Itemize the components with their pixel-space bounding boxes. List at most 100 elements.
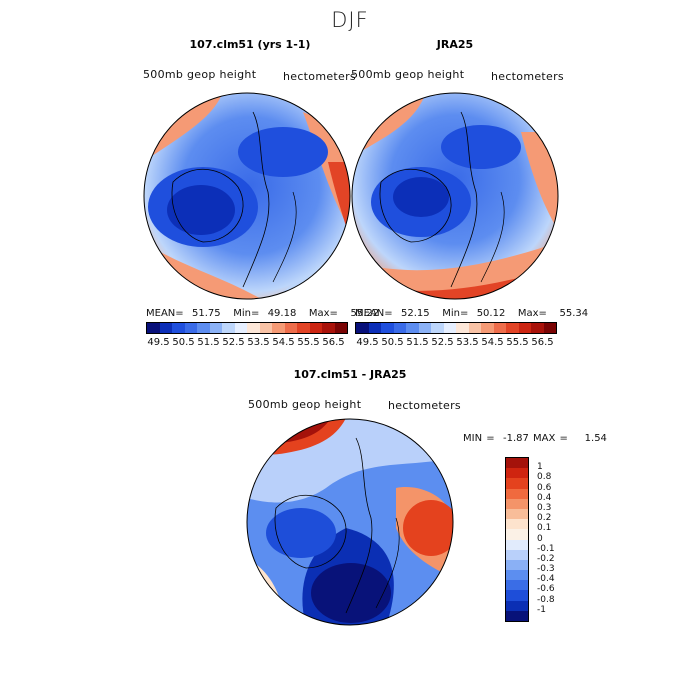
panel-3-variable: 500mb geop height (248, 398, 362, 411)
colorbar-swatch (456, 323, 469, 333)
colorbar-swatch (506, 508, 528, 520)
colorbar-tick-label: 55.5 (297, 337, 320, 348)
colorbar-swatch (531, 323, 544, 333)
colorbar-swatch (506, 539, 528, 550)
colorbar-tick-label: -0.3 (537, 564, 555, 575)
panel-2-colorbar-ticks: 49.5 50.5 51.5 52.5 53.5 54.5 55.5 56.5 (355, 337, 555, 349)
colorbar-swatch (147, 323, 160, 333)
colorbar-tick-label: 0 (537, 533, 543, 544)
colorbar-swatch (506, 468, 528, 479)
colorbar-tick-label: 54.5 (272, 337, 295, 348)
colorbar-tick-label: 0.6 (537, 482, 552, 493)
colorbar-swatch (209, 323, 222, 333)
colorbar-tick-label: 56.5 (322, 337, 345, 348)
panel-1-variable: 500mb geop height (143, 68, 257, 81)
panel-1-stats: MEAN= 51.75 Min= 49.18 Max= 55.22 (146, 308, 380, 319)
colorbar-tick-label: 0.1 (537, 523, 552, 534)
colorbar-swatch (381, 323, 394, 333)
colorbar-swatch (506, 529, 528, 540)
colorbar-swatch (272, 323, 285, 333)
colorbar-swatch (481, 323, 494, 333)
colorbar-swatch (506, 559, 528, 571)
colorbar-tick-label: 55.5 (506, 337, 529, 348)
colorbar-swatch (493, 323, 506, 333)
colorbar-swatch (322, 323, 335, 333)
colorbar-swatch (297, 323, 310, 333)
colorbar-tick-label: 49.5 (356, 337, 379, 348)
colorbar-swatch (506, 580, 528, 591)
colorbar-tick-label: 49.5 (147, 337, 170, 348)
colorbar-tick-label: 51.5 (197, 337, 220, 348)
colorbar-swatch (443, 323, 456, 333)
colorbar-swatch (506, 610, 528, 621)
panel-3-stats: MIN = -1.87 MAX = 1.54 (463, 433, 607, 444)
panel-2-stats: MEAN= 52.15 Min= 50.12 Max= 55.34 (355, 308, 589, 319)
colorbar-swatch (506, 478, 528, 489)
colorbar-tick-label: 0.4 (537, 492, 552, 503)
colorbar-tick-label: 1 (537, 462, 543, 473)
panel-2-colorbar (355, 322, 557, 334)
colorbar-tick-label: 53.5 (247, 337, 270, 348)
colorbar-tick-label: 50.5 (381, 337, 404, 348)
colorbar-tick-label: 52.5 (222, 337, 245, 348)
colorbar-tick-label: 56.5 (531, 337, 554, 348)
panel-3-colorbar-ticks: 1 0.8 0.6 0.4 0.3 0.2 0.1 0 -0.1 -0.2 -0.3 -0.4 -0.6… (537, 457, 577, 620)
panel-1-colorbar-ticks: 49.5 50.5 51.5 52.5 53.5 54.5 55.5 56.5 (146, 337, 346, 349)
colorbar-swatch (506, 519, 528, 530)
colorbar-tick-label: 0.3 (537, 502, 552, 513)
panel-3-colorbar (505, 457, 529, 622)
colorbar-swatch (309, 323, 322, 333)
colorbar-swatch (334, 323, 347, 333)
colorbar-tick-label: 53.5 (456, 337, 479, 348)
colorbar-swatch (393, 323, 406, 333)
colorbar-tick-label: 0.8 (537, 472, 552, 483)
colorbar-tick-label: -0.1 (537, 543, 555, 554)
colorbar-swatch (431, 323, 444, 333)
panel-2-title: JRA25 (436, 38, 474, 51)
colorbar-swatch (184, 323, 197, 333)
colorbar-swatch (159, 323, 172, 333)
colorbar-tick-label: -0.6 (537, 584, 555, 595)
colorbar-tick-label: -1 (537, 604, 546, 615)
colorbar-swatch (506, 498, 528, 509)
colorbar-tick-label: 52.5 (431, 337, 454, 348)
colorbar-tick-label: -0.4 (537, 574, 555, 585)
colorbar-swatch (284, 323, 297, 333)
colorbar-tick-label: 54.5 (481, 337, 504, 348)
colorbar-tick-label: 50.5 (172, 337, 195, 348)
colorbar-swatch (222, 323, 235, 333)
panel-1-units: hectometers (283, 70, 356, 83)
panel-2-units: hectometers (491, 70, 564, 83)
panel-1-title: 107.clm51 (yrs 1-1) (189, 38, 311, 51)
colorbar-swatch (356, 323, 369, 333)
colorbar-swatch (468, 323, 481, 333)
colorbar-swatch (418, 323, 431, 333)
colorbar-swatch (234, 323, 247, 333)
colorbar-swatch (259, 323, 272, 333)
panel-1-colorbar (146, 322, 348, 334)
panel-3-title: 107.clm51 - JRA25 (293, 368, 407, 381)
colorbar-swatch (506, 600, 528, 611)
colorbar-tick-label: 51.5 (406, 337, 429, 348)
colorbar-swatch (197, 323, 210, 333)
panel-1-polar-map (143, 92, 351, 300)
colorbar-swatch (506, 488, 528, 499)
colorbar-swatch (172, 323, 185, 333)
colorbar-swatch (247, 323, 260, 333)
colorbar-swatch (543, 323, 556, 333)
colorbar-tick-label: -0.8 (537, 594, 555, 605)
colorbar-tick-label: 0.2 (537, 513, 552, 524)
colorbar-swatch (518, 323, 531, 333)
panel-3-polar-map (246, 418, 454, 626)
colorbar-swatch (506, 323, 519, 333)
colorbar-swatch (506, 590, 528, 601)
colorbar-swatch (506, 570, 528, 581)
colorbar-swatch (368, 323, 381, 333)
colorbar-swatch (506, 549, 528, 560)
panel-2-polar-map (351, 92, 559, 300)
colorbar-tick-label: -0.2 (537, 553, 555, 564)
panel-3-units: hectometers (388, 399, 461, 412)
panel-2-variable: 500mb geop height (351, 68, 465, 81)
colorbar-swatch (406, 323, 419, 333)
season-title: DJF (331, 8, 369, 32)
